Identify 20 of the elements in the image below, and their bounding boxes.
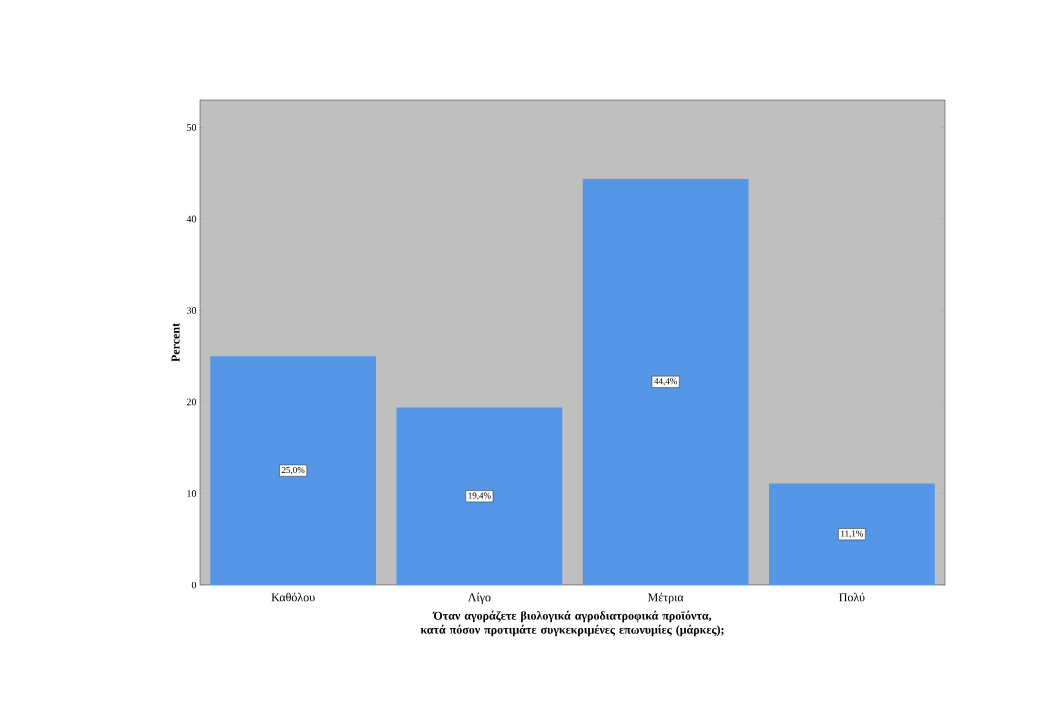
y-tick-label: 50 — [187, 124, 197, 131]
x-tick-label: Πολύ — [839, 592, 865, 602]
bar — [210, 356, 377, 585]
x-tick-label: Λίγο — [467, 592, 491, 604]
data-label: 19,4% — [468, 492, 491, 500]
x-tick-label: Καθόλου — [271, 592, 315, 602]
y-axis-title: Percent — [171, 323, 180, 362]
x-tick-label: Μέτρια — [647, 592, 684, 604]
y-tick-label: 0 — [191, 581, 197, 589]
data-label: 25,0% — [281, 466, 305, 475]
data-label: 11,1% — [841, 530, 864, 538]
x-axis-title: Όταν αγοράζετε βιολογικά αγροδιατροφικά προϊόντα, κατά πόσον προτιμάτε συγκεκριμένες επωνυμίες (μάρκες); — [420, 610, 724, 637]
y-tick-label: 40 — [186, 215, 197, 223]
y-tick-label: 30 — [186, 307, 197, 314]
data-label: 44,4% — [654, 378, 677, 386]
y-tick-label: 20 — [186, 398, 197, 406]
y-tick-label: 10 — [187, 490, 197, 497]
bar — [396, 407, 563, 585]
bar — [769, 483, 935, 585]
bar — [582, 178, 749, 585]
